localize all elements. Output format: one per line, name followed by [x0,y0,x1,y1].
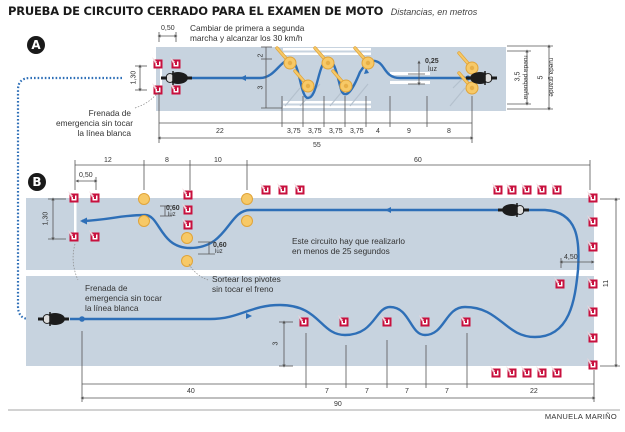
page-subtitle: Distancias, en metros [390,7,478,17]
section-a-badge: A [27,36,45,54]
header: PRUEBA DE CIRCUITO CERRADO PARA EL EXAME… [8,2,477,20]
segment-a-1: 3,75 [287,128,301,135]
dim-b-height: 11 [603,279,611,288]
segment-a-7: 8 [447,128,451,135]
section-b-pivot-note: Sortear los pivotes sin tocar el freno [212,274,281,294]
segment-b-top-1: 8 [165,157,169,164]
section-a-instruction: Cambiar de primera a segunda marcha y al… [190,23,305,43]
dim-slalom-height: 3 [257,85,265,90]
dim-rueda-grande-label: rueda grande [547,57,555,97]
segment-b-top-2: 10 [214,157,222,164]
segment-a-2: 3,75 [308,128,322,135]
dim-rueda-pequena: 3,5 [514,71,522,82]
dim-slalom-top: 2 [257,53,265,58]
author-credit: MANUELA MARIÑO [544,412,617,421]
section-a [134,32,553,143]
segment-a-4: 3,75 [350,128,364,135]
dim-gate-width: 0,50 [161,25,175,32]
dim-luz-label: luz [428,66,437,73]
segment-b-bottom-1: 7 [325,388,329,395]
dim-b-luz-2: 0,60 [213,242,227,249]
dim-b-luz-1-label: luz [168,212,176,218]
segment-b-bottom-4: 7 [445,388,449,395]
section-b-brake-note: Frenada de emergencia sin tocar la línea… [85,283,163,313]
segment-a-6: 9 [407,128,411,135]
dim-b-luz-2-label: luz [215,249,223,255]
route-path-b [70,208,580,339]
dim-b-gate-height: 1,30 [42,211,50,226]
segment-b-bottom-5: 22 [530,388,538,395]
page-title: PRUEBA DE CIRCUITO CERRADO PARA EL EXAME… [8,4,384,18]
dim-rueda-grande: 5 [537,75,545,80]
section-b-badge: B [28,173,46,191]
section-b [26,160,620,402]
dim-b-gate-width: 0,50 [79,172,93,179]
segment-b-bottom-2: 7 [365,388,369,395]
total-b: 90 [334,401,342,408]
segment-a-0: 22 [216,128,224,135]
segment-a-5: 4 [376,128,380,135]
dim-b-slalom-offset: 3 [272,341,280,346]
segment-b-top-0: 12 [104,157,112,164]
section-b-time-note: Este circuito hay que realizarlo en meno… [292,236,405,256]
dim-luz: 0,25 [425,58,439,65]
segment-a-3: 3,75 [329,128,343,135]
segment-b-bottom-3: 7 [405,388,409,395]
section-a-brake-note: Frenada de emergencia sin tocar la línea… [56,108,134,138]
total-a: 55 [313,142,321,149]
dim-rueda-pequena-label: rueda pequeña [522,55,530,100]
segment-b-top-3: 60 [414,157,422,164]
connector-a-to-b [16,76,122,321]
segment-b-bottom-0: 40 [187,388,195,395]
dim-b-luz-1: 0,60 [166,205,180,212]
dim-gate-height: 1,30 [130,70,138,85]
dim-b-turn-width: 4,50 [564,254,578,261]
